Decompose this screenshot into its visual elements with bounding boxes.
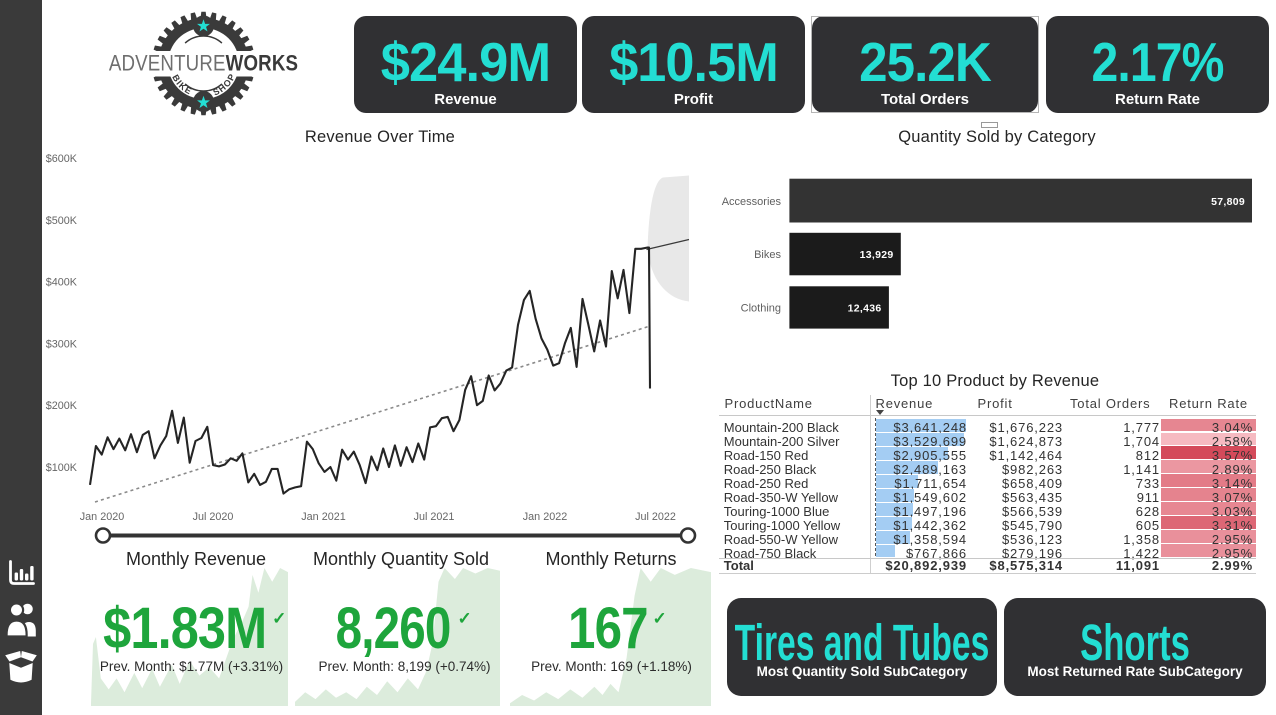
svg-text:13,929: 13,929 bbox=[860, 249, 894, 261]
svg-text:ADVENTUREWORKS: ADVENTUREWORKS bbox=[109, 52, 298, 76]
svg-text:Revenue Over Time: Revenue Over Time bbox=[305, 128, 455, 146]
svg-text:Jan 2021: Jan 2021 bbox=[301, 511, 345, 523]
svg-text:Jul 2022: Jul 2022 bbox=[635, 511, 676, 523]
svg-text:$400K: $400K bbox=[46, 277, 78, 289]
svg-text:$200K: $200K bbox=[46, 400, 78, 412]
svg-text:$600K: $600K bbox=[46, 153, 78, 165]
svg-text:Clothing: Clothing bbox=[741, 303, 781, 315]
svg-text:$500K: $500K bbox=[46, 215, 78, 227]
svg-text:Jul 2020: Jul 2020 bbox=[193, 511, 234, 523]
svg-text:$100K: $100K bbox=[46, 462, 78, 474]
svg-text:Jul 2021: Jul 2021 bbox=[414, 511, 455, 523]
svg-text:57,809: 57,809 bbox=[1211, 196, 1245, 208]
svg-text:Jan 2020: Jan 2020 bbox=[80, 511, 124, 523]
svg-text:12,436: 12,436 bbox=[848, 303, 882, 315]
svg-text:Bikes: Bikes bbox=[754, 249, 781, 261]
svg-text:$300K: $300K bbox=[46, 338, 78, 350]
svg-text:Accessories: Accessories bbox=[722, 196, 782, 208]
svg-text:Quantity Sold by Category: Quantity Sold by Category bbox=[898, 128, 1096, 146]
svg-text:Jan 2022: Jan 2022 bbox=[523, 511, 567, 523]
